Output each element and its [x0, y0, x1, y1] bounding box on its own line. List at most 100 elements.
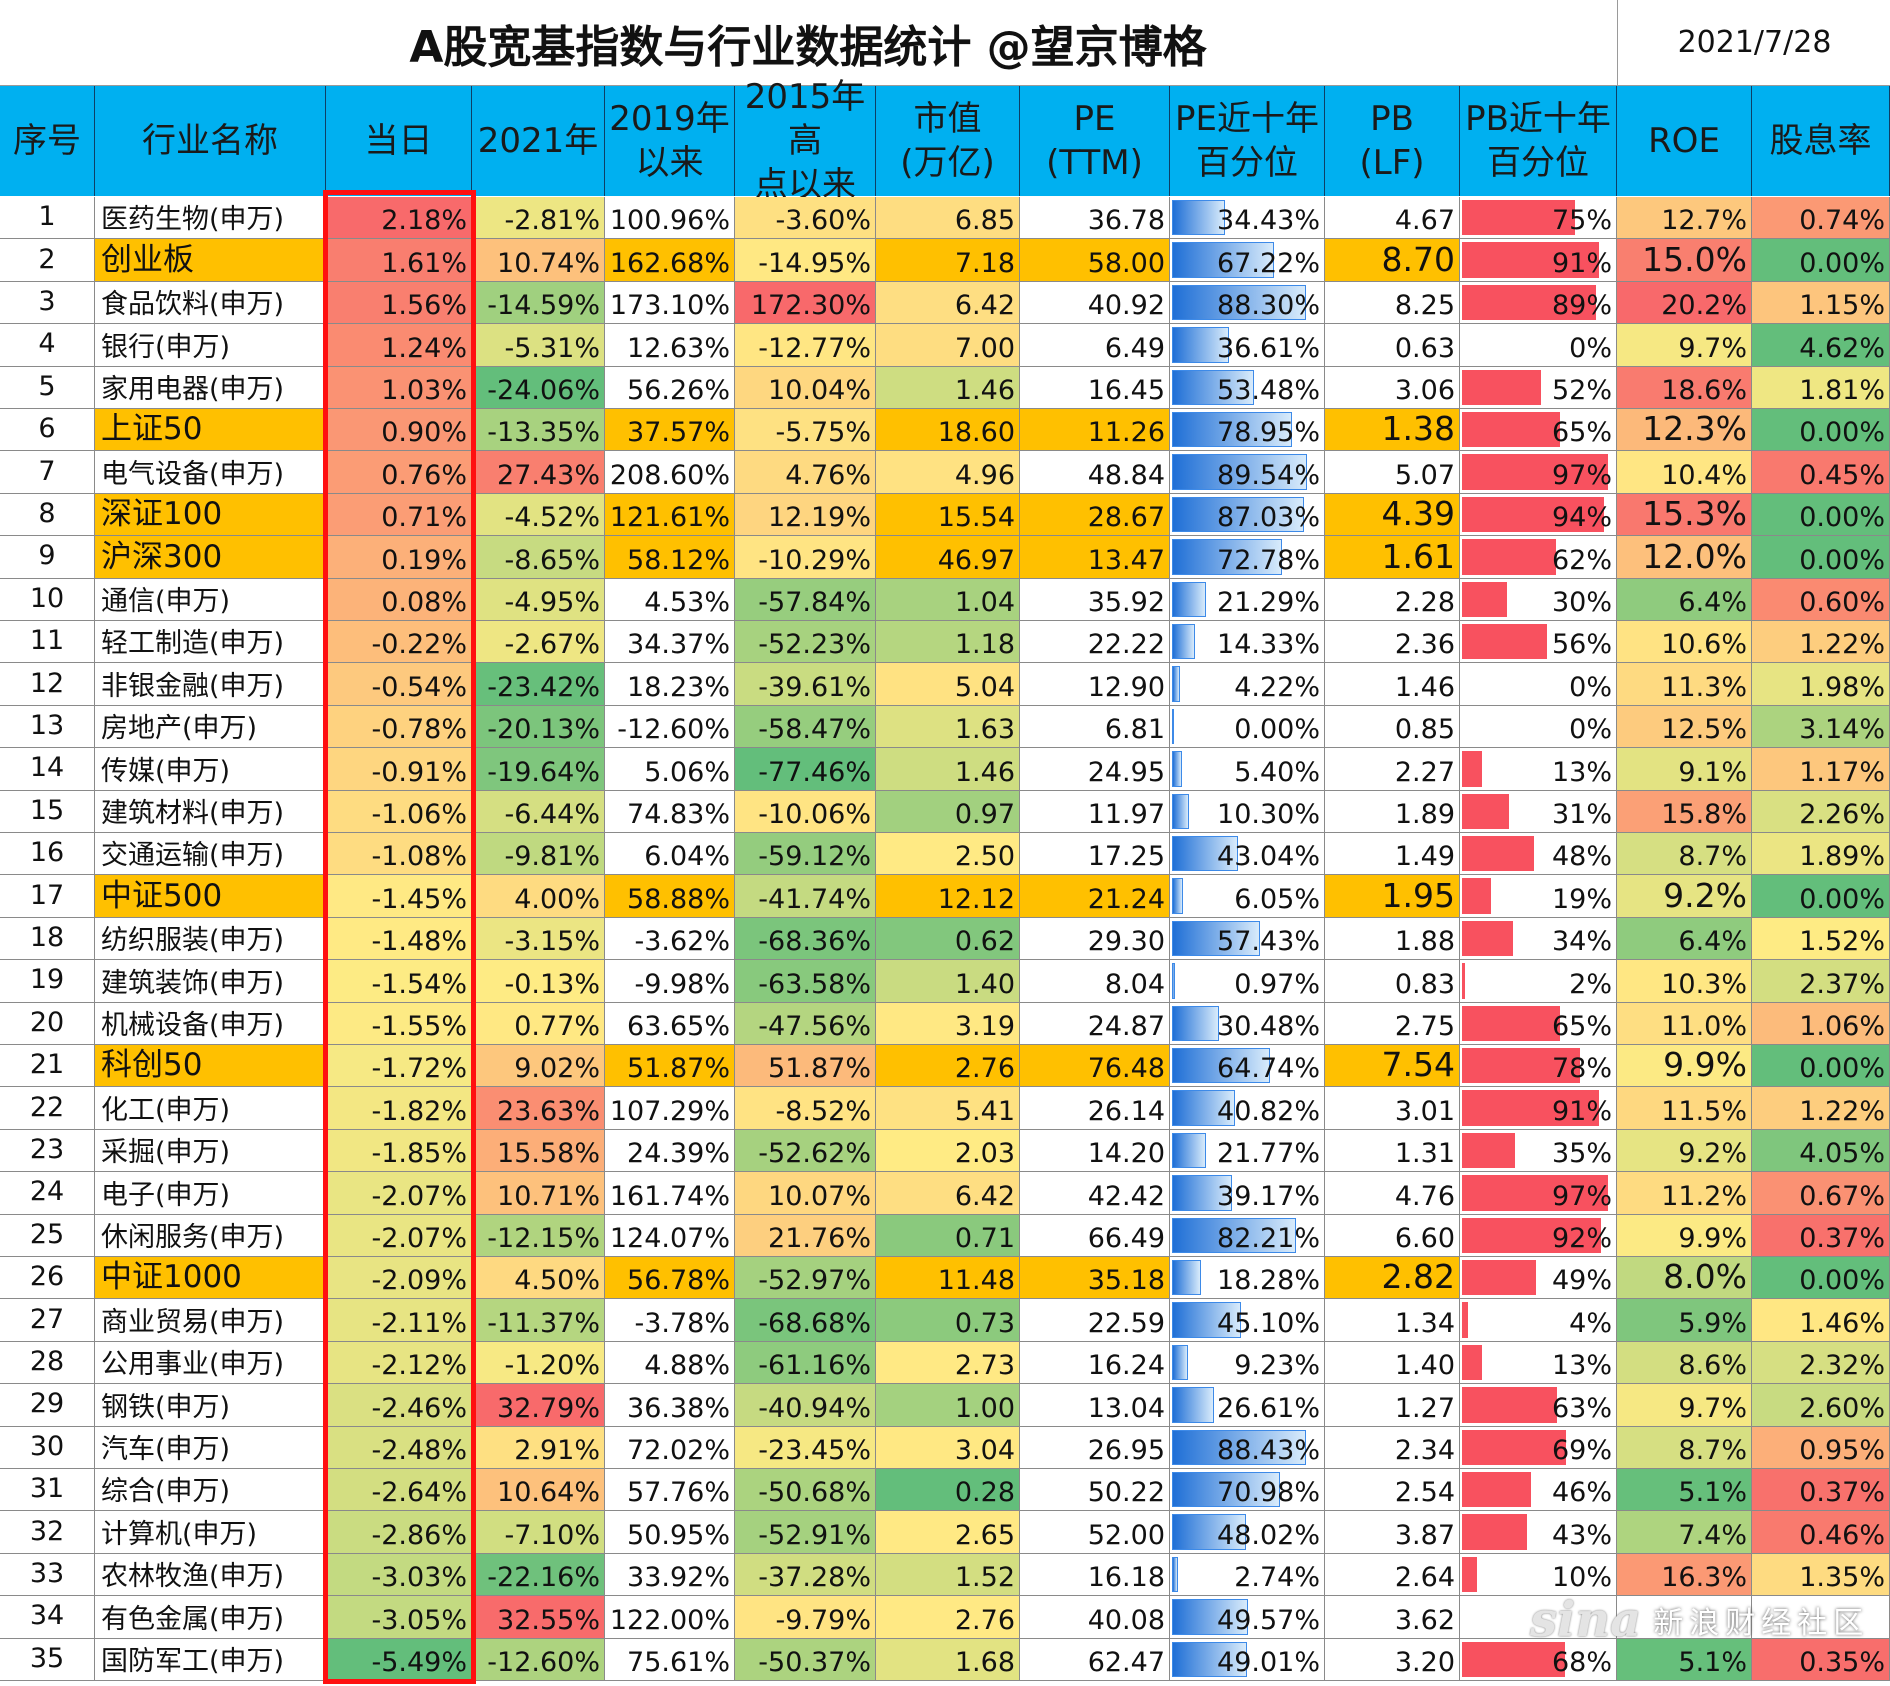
pe-percentile-bar — [1172, 496, 1304, 533]
cell-text: 1.18 — [954, 629, 1015, 661]
cell-text: 49.01% — [1217, 1646, 1320, 1678]
cell-text: 18.28% — [1217, 1265, 1320, 1297]
cell-text: 2.75 — [1394, 1010, 1455, 1042]
cell-pe-ttm: 11.26 — [1020, 409, 1170, 452]
cell-text: -58.47% — [758, 714, 871, 746]
cell-text: 0.74% — [1799, 205, 1885, 237]
cell-ytd-2021: -20.13% — [472, 705, 605, 749]
cell-text: 53.48% — [1217, 374, 1320, 406]
cell-text: 11.0% — [1661, 1010, 1747, 1042]
cell-pb-lf: 2.75 — [1325, 1002, 1460, 1045]
cell-text: 78% — [1551, 1053, 1612, 1085]
pe-percentile-bar — [1172, 1090, 1235, 1126]
cell-roe: 11.5% — [1617, 1087, 1752, 1130]
cell-text: 2.76 — [954, 1604, 1015, 1636]
cell-industry-name: 综合(申万) — [95, 1469, 326, 1512]
cell-text: -2.64% — [371, 1477, 467, 1509]
cell-text: -1.08% — [371, 841, 467, 873]
cell-text: -52.91% — [758, 1519, 871, 1551]
cell-ytd-2021: -12.15% — [472, 1214, 605, 1257]
cell-text: -2.48% — [371, 1434, 467, 1466]
cell-text: 34 — [29, 1600, 65, 1632]
cell-text: 4.96 — [954, 459, 1015, 491]
cell-ytd-2021: -23.42% — [472, 663, 605, 706]
cell-text: -23.42% — [487, 671, 600, 703]
cell-dividend-yield: 1.52% — [1752, 917, 1890, 961]
cell-roe: 12.5% — [1617, 705, 1752, 749]
cell-market-cap: 1.18 — [876, 621, 1020, 664]
cell-text: 70.98% — [1217, 1477, 1320, 1509]
cell-daily-change: 1.03% — [326, 366, 472, 409]
cell-text: 5.41 — [954, 1095, 1015, 1127]
pb-percentile-bar — [1462, 1344, 1482, 1381]
cell-pb-10y-percentile: 75% — [1460, 197, 1617, 240]
cell-text: 1.61 — [1381, 536, 1455, 576]
cell-pe-ttm: 35.18 — [1020, 1257, 1170, 1300]
pe-percentile-bar — [1172, 200, 1226, 236]
cell-since-2019: 37.57% — [605, 409, 735, 452]
header-industry-name: 行业名称 — [95, 86, 326, 196]
cell-text: -77.46% — [758, 756, 871, 788]
cell-daily-change: 1.61% — [326, 239, 472, 282]
cell-text: 2 — [38, 243, 56, 275]
cell-text: 0.95% — [1799, 1434, 1885, 1466]
cell-text: -3.03% — [371, 1562, 467, 1594]
cell-text: 8.0% — [1663, 1257, 1747, 1297]
cell-pe-ttm: 76.48 — [1020, 1045, 1170, 1088]
pe-percentile-bar — [1172, 751, 1183, 787]
cell-index: 20 — [0, 1002, 95, 1045]
cell-text: 30 — [29, 1430, 65, 1462]
cell-dividend-yield: 4.05% — [1752, 1129, 1890, 1173]
cell-since-2015-high: 172.30% — [735, 281, 876, 325]
pe-percentile-bar — [1172, 1005, 1220, 1041]
cell-text: 2.76 — [954, 1053, 1015, 1085]
cell-pe-10y-percentile: 70.98% — [1170, 1469, 1325, 1512]
cell-text: 40.92 — [1087, 290, 1165, 322]
cell-text: 4.62% — [1799, 332, 1885, 364]
cell-text: -1.55% — [371, 1010, 467, 1042]
cell-text: -40.94% — [758, 1392, 871, 1424]
cell-text: 22.22 — [1087, 629, 1165, 661]
cell-since-2015-high: 12.19% — [735, 493, 876, 537]
cell-pe-10y-percentile: 78.95% — [1170, 409, 1325, 452]
cell-text: 商业贸易(申万) — [101, 1306, 285, 1338]
cell-pb-lf: 0.85 — [1325, 705, 1460, 749]
cell-daily-change: -3.03% — [326, 1553, 472, 1597]
cell-text: 2.64 — [1394, 1562, 1455, 1594]
cell-text: -57.84% — [758, 586, 871, 618]
cell-ytd-2021: 15.58% — [472, 1129, 605, 1173]
cell-text: 4.00% — [514, 883, 600, 915]
cell-text: -4.95% — [504, 586, 600, 618]
cell-text: 50.95% — [627, 1519, 730, 1551]
cell-ytd-2021: 32.79% — [472, 1384, 605, 1427]
cell-since-2019: -3.78% — [605, 1299, 735, 1342]
cell-industry-name: 医药生物(申万) — [95, 197, 326, 240]
cell-text: 1.89% — [1799, 841, 1885, 873]
cell-dividend-yield: 1.89% — [1752, 833, 1890, 876]
cell-text: 28.67 — [1087, 502, 1165, 534]
cell-text: 14 — [29, 752, 65, 784]
cell-text: 1.52% — [1799, 926, 1885, 958]
cell-text: 12.90 — [1087, 671, 1165, 703]
cell-text: 12.63% — [627, 332, 730, 364]
cell-text: 8.7% — [1678, 1434, 1747, 1466]
cell-daily-change: -2.48% — [326, 1426, 472, 1469]
cell-pb-lf: 1.40 — [1325, 1341, 1460, 1385]
cell-text: 汽车(申万) — [101, 1433, 231, 1465]
cell-since-2019: 58.88% — [605, 875, 735, 918]
cell-text: 2.54 — [1394, 1477, 1455, 1509]
cell-daily-change: 0.90% — [326, 409, 472, 452]
cell-dividend-yield — [1752, 1596, 1890, 1639]
pe-percentile-bar — [1172, 1175, 1233, 1211]
cell-text: 2.36 — [1394, 629, 1455, 661]
cell-daily-change: -2.09% — [326, 1257, 472, 1300]
cell-text: 12.7% — [1661, 205, 1747, 237]
cell-text: 2.82 — [1381, 1257, 1455, 1297]
cell-market-cap: 2.73 — [876, 1341, 1020, 1385]
cell-text: -8.65% — [504, 544, 600, 576]
cell-pe-ttm: 11.97 — [1020, 790, 1170, 833]
cell-text: -19.64% — [487, 756, 600, 788]
cell-pe-10y-percentile: 48.02% — [1170, 1511, 1325, 1554]
cell-text: 电子(申万) — [101, 1179, 231, 1211]
cell-text: -4.52% — [504, 502, 600, 534]
